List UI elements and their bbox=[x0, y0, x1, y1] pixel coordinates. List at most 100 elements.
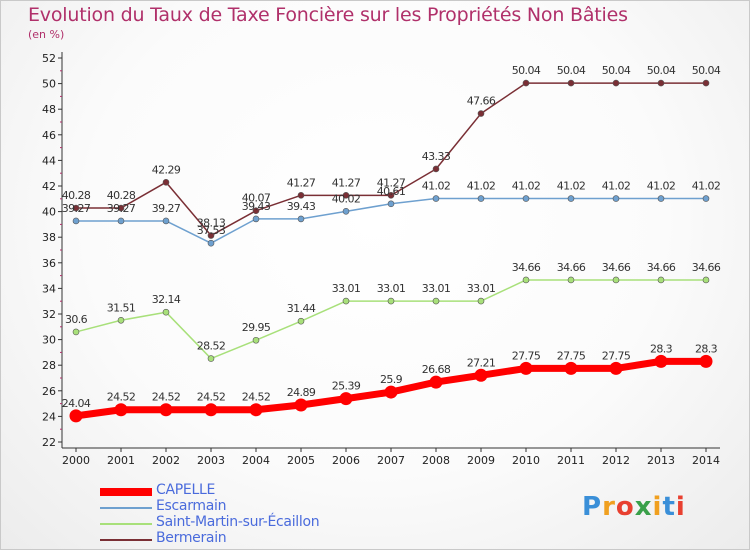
data-label: 33.01 bbox=[377, 282, 406, 295]
data-label: 39.27 bbox=[152, 202, 181, 215]
data-label: 28.3 bbox=[650, 342, 673, 355]
data-label: 43.33 bbox=[422, 150, 451, 163]
data-point bbox=[162, 178, 170, 186]
data-label: 27.75 bbox=[557, 349, 586, 362]
data-label: 33.01 bbox=[467, 282, 496, 295]
data-label: 40.28 bbox=[62, 189, 91, 202]
x-tick-label: 2013 bbox=[647, 454, 675, 467]
data-label: 34.66 bbox=[512, 261, 541, 274]
legend-item: Bermerain bbox=[100, 530, 400, 546]
legend-item: Escarmain bbox=[100, 498, 400, 514]
y-tick-label: 32 bbox=[42, 308, 56, 321]
y-tick-label: 40 bbox=[42, 206, 56, 219]
data-point bbox=[204, 403, 218, 417]
x-tick-label: 2012 bbox=[602, 454, 630, 467]
data-point bbox=[612, 79, 620, 87]
data-point bbox=[432, 165, 440, 173]
data-point bbox=[567, 195, 575, 202]
data-point bbox=[342, 297, 350, 305]
data-label: 31.44 bbox=[287, 302, 316, 315]
data-label: 34.66 bbox=[602, 261, 631, 274]
data-point bbox=[117, 217, 125, 225]
data-point bbox=[114, 403, 128, 417]
data-point bbox=[72, 328, 80, 336]
data-point bbox=[387, 297, 395, 305]
y-tick-label: 46 bbox=[42, 129, 56, 142]
x-tick-label: 2014 bbox=[692, 454, 720, 467]
data-label: 40.61 bbox=[377, 185, 406, 198]
data-label: 24.52 bbox=[242, 391, 271, 404]
data-label: 40.02 bbox=[332, 192, 361, 205]
x-tick-label: 2010 bbox=[512, 454, 540, 467]
data-label: 41.27 bbox=[287, 176, 316, 189]
data-point bbox=[564, 361, 578, 375]
data-label: 41.02 bbox=[422, 180, 451, 193]
data-point bbox=[342, 208, 350, 215]
proxiti-logo: Proxiti bbox=[582, 492, 686, 522]
x-tick-label: 2005 bbox=[287, 454, 315, 467]
data-point bbox=[522, 276, 530, 284]
data-point bbox=[252, 336, 260, 344]
logo-letter: i bbox=[652, 492, 663, 522]
data-point bbox=[432, 297, 440, 305]
data-label: 41.02 bbox=[692, 180, 721, 193]
legend-label: Saint-Martin-sur-Écaillon bbox=[156, 514, 320, 530]
data-point bbox=[117, 316, 125, 324]
data-point bbox=[252, 215, 260, 223]
y-tick-label: 36 bbox=[42, 257, 56, 270]
data-label: 42.29 bbox=[152, 163, 181, 176]
y-tick-label: 26 bbox=[42, 385, 56, 398]
data-label: 29.95 bbox=[242, 321, 271, 334]
data-label: 24.52 bbox=[197, 391, 226, 404]
data-label: 34.66 bbox=[557, 261, 586, 274]
data-label: 31.51 bbox=[107, 301, 136, 314]
data-point bbox=[567, 79, 575, 87]
x-tick-label: 2004 bbox=[242, 454, 270, 467]
data-label: 24.89 bbox=[287, 386, 316, 399]
data-point bbox=[702, 79, 710, 87]
data-label: 50.04 bbox=[512, 64, 541, 77]
x-tick-label: 2008 bbox=[422, 454, 450, 467]
data-label: 50.04 bbox=[557, 64, 586, 77]
x-tick-label: 2006 bbox=[332, 454, 360, 467]
data-label: 38.13 bbox=[197, 217, 226, 230]
data-label: 50.04 bbox=[602, 64, 631, 77]
data-point bbox=[297, 192, 305, 199]
legend-label: CAPELLE bbox=[156, 482, 215, 498]
logo-letter: i bbox=[675, 492, 686, 522]
data-label: 50.04 bbox=[692, 64, 721, 77]
data-label: 40.07 bbox=[242, 192, 271, 205]
data-point bbox=[612, 276, 620, 284]
x-tick-label: 2011 bbox=[557, 454, 585, 467]
data-label: 34.66 bbox=[692, 261, 721, 274]
data-label: 47.66 bbox=[467, 95, 496, 108]
y-tick-label: 22 bbox=[42, 436, 56, 449]
legend-swatch bbox=[100, 507, 152, 509]
data-label: 41.02 bbox=[557, 180, 586, 193]
data-label: 41.27 bbox=[332, 176, 361, 189]
data-point bbox=[567, 276, 575, 284]
data-label: 27.21 bbox=[467, 356, 496, 369]
y-tick-label: 30 bbox=[42, 334, 56, 347]
logo-letter: r bbox=[602, 492, 616, 522]
legend-item: Saint-Martin-sur-Écaillon bbox=[100, 514, 400, 530]
data-point bbox=[387, 192, 395, 199]
data-point bbox=[477, 297, 485, 305]
data-label: 25.9 bbox=[380, 373, 403, 386]
y-tick-label: 28 bbox=[42, 359, 56, 372]
y-tick-label: 50 bbox=[42, 78, 56, 91]
data-label: 24.52 bbox=[107, 391, 136, 404]
data-point bbox=[519, 361, 533, 375]
data-point bbox=[609, 361, 623, 375]
x-tick-label: 2007 bbox=[377, 454, 405, 467]
legend-swatch bbox=[100, 539, 152, 541]
y-tick-label: 24 bbox=[42, 410, 56, 423]
data-label: 24.52 bbox=[152, 391, 181, 404]
data-label: 28.52 bbox=[197, 340, 226, 353]
chart-subtitle: (en %) bbox=[28, 28, 65, 41]
data-label: 37.53 bbox=[197, 224, 226, 237]
data-point bbox=[702, 276, 710, 284]
legend-label: Escarmain bbox=[156, 498, 227, 514]
data-label: 41.02 bbox=[602, 180, 631, 193]
data-label: 41.02 bbox=[647, 180, 676, 193]
